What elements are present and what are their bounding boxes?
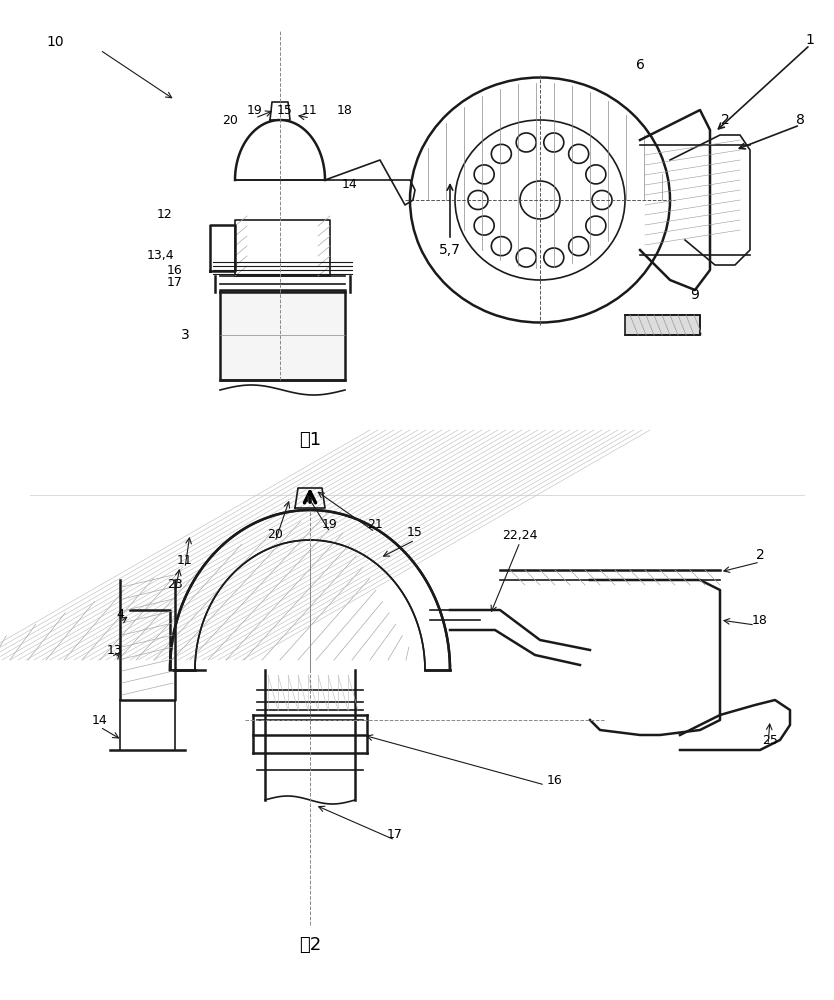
Text: 16: 16 <box>547 774 563 786</box>
Text: 图2: 图2 <box>299 936 321 954</box>
Text: 8: 8 <box>796 113 805 127</box>
Text: 17: 17 <box>387 828 403 842</box>
Text: 14: 14 <box>342 178 358 192</box>
Text: 3: 3 <box>181 328 189 342</box>
Text: 21: 21 <box>367 518 383 532</box>
Text: 14: 14 <box>92 714 108 726</box>
Text: 11: 11 <box>302 104 318 116</box>
Text: 图1: 图1 <box>299 431 321 449</box>
Text: 12: 12 <box>157 209 173 222</box>
Text: 20: 20 <box>267 528 283 542</box>
Bar <box>220 290 345 380</box>
Text: 5,7: 5,7 <box>439 243 461 257</box>
Text: 11: 11 <box>177 554 193 566</box>
Text: 2: 2 <box>721 113 730 127</box>
Text: 23: 23 <box>167 578 183 591</box>
Text: 13: 13 <box>107 644 123 656</box>
Text: 10: 10 <box>46 35 64 49</box>
Text: 13,4: 13,4 <box>146 248 173 261</box>
Text: 22,24: 22,24 <box>502 528 538 542</box>
Text: 15: 15 <box>407 526 423 538</box>
Text: 1: 1 <box>806 33 815 47</box>
Text: 17: 17 <box>167 275 183 288</box>
Bar <box>0 0 834 500</box>
Bar <box>0 500 834 1000</box>
Text: 15: 15 <box>277 104 293 116</box>
Text: 25: 25 <box>762 734 778 746</box>
Text: 6: 6 <box>636 58 645 72</box>
Polygon shape <box>625 315 700 335</box>
Text: 4: 4 <box>116 608 124 621</box>
Text: 16: 16 <box>167 263 183 276</box>
Text: 19: 19 <box>247 104 263 116</box>
Text: 18: 18 <box>337 104 353 116</box>
Text: 19: 19 <box>322 518 338 532</box>
Text: 20: 20 <box>222 113 238 126</box>
Text: 9: 9 <box>691 288 700 302</box>
Text: 18: 18 <box>752 613 768 626</box>
Text: 2: 2 <box>756 548 765 562</box>
